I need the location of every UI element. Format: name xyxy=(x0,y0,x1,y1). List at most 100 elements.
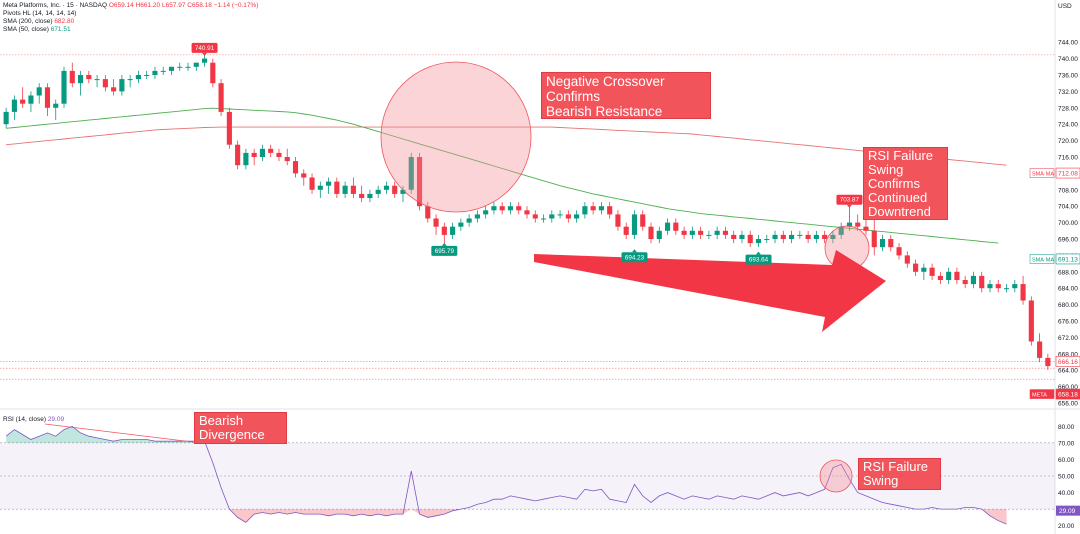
candle-body xyxy=(656,230,662,239)
candle-body xyxy=(400,189,406,194)
rsi-oversold-fill xyxy=(336,509,346,515)
candle xyxy=(276,148,282,162)
candle-body xyxy=(168,66,175,71)
candle xyxy=(367,189,373,203)
candle xyxy=(301,169,307,186)
candlesticks[interactable] xyxy=(3,54,1051,371)
moving-averages xyxy=(6,107,1007,244)
rsi-failure-circle[interactable] xyxy=(819,459,853,493)
rsi-legend[interactable]: RSI (14, close) 29.09 xyxy=(3,415,64,424)
rsi-overbought-fill xyxy=(72,426,81,443)
callout-line: Continued xyxy=(868,190,928,205)
candle-body xyxy=(483,210,489,215)
candle xyxy=(350,177,356,198)
candle-body xyxy=(582,206,588,215)
rsi-overbought-fill xyxy=(64,426,73,443)
candle xyxy=(292,157,299,178)
candle-body xyxy=(276,152,282,157)
candle xyxy=(210,58,216,88)
sma200-label: SMA (200, close) xyxy=(3,18,53,25)
pivot-text: 694.23 xyxy=(625,254,645,261)
candle xyxy=(863,218,869,235)
rsi-overbought-fill xyxy=(171,441,180,443)
candle-body xyxy=(53,103,59,108)
pivot-box xyxy=(431,245,458,256)
candle xyxy=(689,226,695,239)
bearish-divergence-callout[interactable]: Bearish Divergence xyxy=(194,412,287,444)
candle xyxy=(979,271,985,293)
rsi-label: RSI (14, close) xyxy=(3,416,46,423)
candle-body xyxy=(491,206,497,211)
candle xyxy=(119,75,125,96)
candle xyxy=(94,75,100,88)
rsi-overbought-fill xyxy=(113,439,122,443)
candle-body xyxy=(813,234,819,239)
candle xyxy=(507,202,514,215)
divergence-line[interactable] xyxy=(44,423,194,443)
candle xyxy=(516,202,522,215)
candle-body xyxy=(540,218,547,220)
candle xyxy=(193,62,199,71)
candle-body xyxy=(846,222,853,227)
candle xyxy=(962,275,968,289)
candle xyxy=(20,87,26,108)
candle-body xyxy=(102,79,108,88)
candle xyxy=(201,54,208,67)
candle-body xyxy=(607,206,613,215)
candle-body xyxy=(259,148,265,157)
sma200-legend[interactable]: SMA (200, close) 682.80 xyxy=(3,17,74,26)
crossover-callout[interactable]: Negative Crossover Confirms Bearish Resi… xyxy=(541,72,711,119)
pivots-legend[interactable]: Pivots HL (14, 14, 14, 14) xyxy=(3,9,76,18)
rsi-overbought-fill xyxy=(105,439,114,443)
candle xyxy=(722,226,728,239)
price-tick-label: 744.00 xyxy=(1058,40,1078,47)
pivot-box xyxy=(745,254,772,265)
candle-body xyxy=(1037,341,1043,358)
rsi-axis-label-text: 29.09 xyxy=(1059,508,1076,515)
candle xyxy=(177,62,183,71)
candle-body xyxy=(863,226,869,231)
callout-line: Negative Crossover xyxy=(546,74,665,89)
rsi-failure-price-callout[interactable]: RSI Failure Swing Confirms Continued Dow… xyxy=(863,147,948,220)
candle xyxy=(524,206,530,219)
candle xyxy=(441,222,447,244)
drawing-shapes[interactable] xyxy=(44,61,886,493)
candle xyxy=(185,62,191,71)
candle xyxy=(77,70,84,96)
price-tick-label: 740.00 xyxy=(1058,56,1078,63)
candle-body xyxy=(764,239,770,240)
downtrend-arrow[interactable] xyxy=(534,250,886,332)
price-tick-label: 708.00 xyxy=(1058,187,1078,194)
pivot-high-label: 703.87 xyxy=(836,194,863,208)
candle-body xyxy=(119,79,125,92)
candle-body xyxy=(28,95,34,104)
candle xyxy=(1012,280,1018,293)
candle xyxy=(160,66,166,75)
rsi-oversold-fill xyxy=(436,509,445,516)
sma50-line xyxy=(6,107,999,244)
sma50-legend[interactable]: SMA (50, close) 671.51 xyxy=(3,25,71,34)
pivot-pointer xyxy=(441,242,447,246)
candle xyxy=(805,230,811,244)
candle xyxy=(466,214,472,227)
rsi-oversold-fill xyxy=(427,509,437,518)
candle xyxy=(789,230,795,244)
candle-body xyxy=(3,111,9,125)
rsi-overbought-fill xyxy=(55,429,65,443)
candle xyxy=(582,202,588,219)
candle xyxy=(888,234,894,252)
candle xyxy=(656,226,662,244)
candle-body xyxy=(375,189,381,194)
candle xyxy=(540,214,547,223)
crossover-highlight-circle[interactable] xyxy=(380,61,532,213)
candle-body xyxy=(574,214,580,219)
rsi-failure-callout[interactable]: RSI Failure Swing xyxy=(858,458,941,490)
candle xyxy=(607,202,613,219)
rsi-oversold-fill xyxy=(369,509,379,516)
candle-body xyxy=(929,267,935,276)
candle xyxy=(681,226,687,239)
candle-body xyxy=(888,239,894,248)
pivot-box xyxy=(621,252,648,263)
rsi-overbought-fill xyxy=(30,436,40,443)
